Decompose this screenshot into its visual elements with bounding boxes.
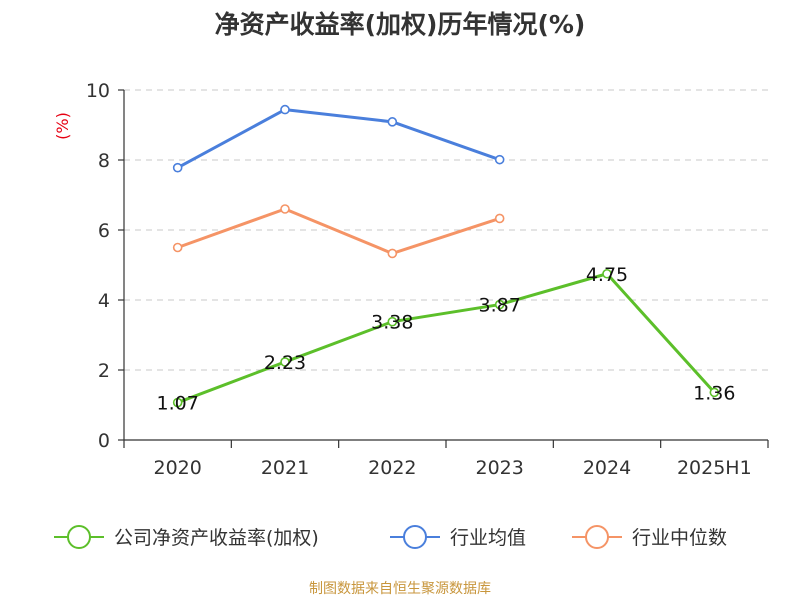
y-tick-label: 2 bbox=[98, 360, 110, 382]
source-note: 制图数据来自恒生聚源数据库 bbox=[309, 581, 491, 597]
series-0 bbox=[172, 268, 720, 408]
data-label: 3.87 bbox=[479, 295, 521, 317]
data-point bbox=[172, 242, 183, 253]
y-tick-label: 0 bbox=[98, 430, 110, 452]
data-label: 3.38 bbox=[371, 312, 413, 334]
legend-marker bbox=[67, 525, 91, 549]
data-point bbox=[494, 154, 505, 165]
data-point bbox=[602, 268, 612, 279]
legend-item-2: 行业中位数 bbox=[572, 525, 727, 549]
data-point bbox=[387, 248, 398, 259]
data-label: 1.36 bbox=[693, 382, 735, 404]
y-tick-label: 4 bbox=[98, 290, 110, 312]
data-point bbox=[172, 397, 183, 408]
series-layer bbox=[172, 104, 720, 408]
grid-lines bbox=[124, 89, 768, 371]
data-point bbox=[280, 104, 290, 115]
legend-item-0: 公司净资产收益率(加权) bbox=[54, 525, 319, 549]
data-label: 2.23 bbox=[264, 352, 306, 374]
series-1 bbox=[172, 104, 505, 173]
data-point bbox=[494, 213, 505, 224]
legend-marker bbox=[585, 525, 609, 549]
data-point bbox=[172, 162, 183, 173]
axes: 0 2 4 6 8 10 2020 2021 2022 2023 2024 2025H1 bbox=[86, 80, 769, 479]
legend-label: 公司净资产收益率(加权) bbox=[114, 527, 319, 549]
chart-title: 净资产收益率(加权)历年情况(%) bbox=[215, 10, 586, 39]
x-tick-label: 2020 bbox=[153, 457, 201, 479]
legend-marker bbox=[403, 525, 427, 549]
legend-label: 行业均值 bbox=[450, 527, 526, 549]
data-labels: 1.07 2.23 3.38 3.87 4.75 1.36 bbox=[157, 264, 736, 415]
x-tick-label: 2025H1 bbox=[677, 457, 752, 479]
x-tick-label: 2021 bbox=[261, 457, 309, 479]
legend-label: 行业中位数 bbox=[632, 527, 727, 549]
data-label: 4.75 bbox=[586, 264, 628, 286]
y-tick-label: 8 bbox=[98, 150, 110, 172]
x-tick-label: 2023 bbox=[475, 457, 523, 479]
data-label: 1.07 bbox=[157, 393, 199, 415]
data-point bbox=[709, 387, 720, 398]
series-2 bbox=[172, 204, 505, 259]
series-line-1 bbox=[176, 108, 501, 170]
y-tick-label: 6 bbox=[98, 220, 110, 242]
x-tick-label: 2022 bbox=[368, 457, 416, 479]
x-tick-label: 2024 bbox=[583, 457, 631, 479]
y-axis-unit-label: (%) bbox=[53, 112, 72, 140]
y-tick-label: 10 bbox=[86, 80, 110, 102]
data-point bbox=[494, 299, 505, 310]
data-point bbox=[387, 316, 398, 327]
series-line-0 bbox=[177, 272, 716, 404]
data-point bbox=[280, 357, 290, 367]
series-line-2 bbox=[177, 207, 501, 255]
data-point bbox=[387, 117, 398, 127]
data-point bbox=[280, 204, 290, 214]
legend-item-1: 行业均值 bbox=[390, 525, 526, 549]
legend: 公司净资产收益率(加权) 行业均值 行业中位数 bbox=[54, 525, 727, 549]
